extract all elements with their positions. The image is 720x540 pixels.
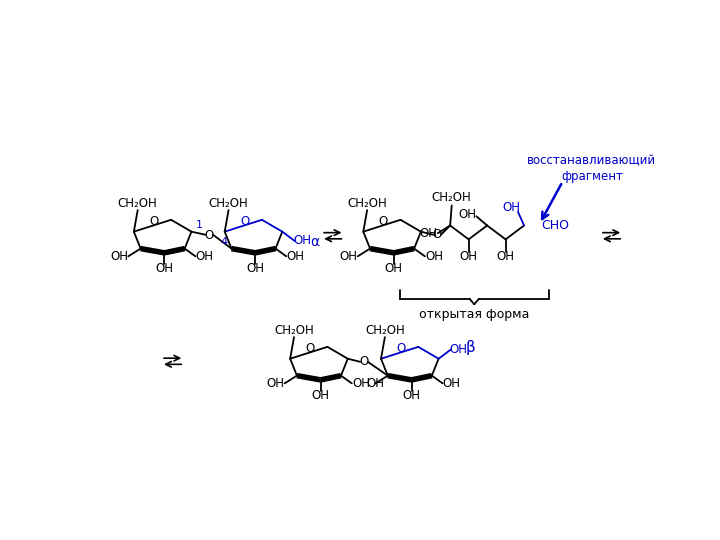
- Text: OH: OH: [246, 262, 264, 275]
- Text: OH: OH: [458, 208, 476, 221]
- Text: O: O: [379, 215, 388, 228]
- Text: OH: OH: [110, 250, 128, 263]
- Text: OH: OH: [449, 343, 467, 356]
- Text: 4: 4: [220, 238, 228, 247]
- Text: O: O: [359, 355, 369, 368]
- Text: открытая форма: открытая форма: [419, 308, 529, 321]
- Text: OH: OH: [443, 377, 461, 390]
- Text: CH₂OH: CH₂OH: [347, 197, 387, 210]
- Text: O: O: [306, 342, 315, 355]
- Text: OH: OH: [402, 389, 420, 402]
- Text: OH: OH: [266, 377, 284, 390]
- Text: CH₂OH: CH₂OH: [432, 191, 472, 204]
- Text: O: O: [433, 228, 441, 241]
- Text: OH: OH: [156, 262, 174, 275]
- Text: OH: OH: [340, 250, 358, 263]
- Text: OH: OH: [459, 250, 477, 263]
- Text: CH₂OH: CH₂OH: [118, 197, 158, 210]
- Text: OH: OH: [366, 377, 384, 390]
- Text: β: β: [466, 340, 476, 355]
- Text: CHO: CHO: [541, 219, 569, 232]
- Text: CH₂OH: CH₂OH: [274, 323, 314, 337]
- Text: OH: OH: [503, 201, 521, 214]
- Text: OH: OH: [384, 262, 402, 275]
- Text: OH: OH: [312, 389, 330, 402]
- Text: O: O: [240, 215, 250, 228]
- Text: OH: OH: [287, 250, 305, 263]
- Text: OH: OH: [420, 227, 438, 240]
- Text: OH: OH: [196, 250, 214, 263]
- Text: OH: OH: [352, 377, 370, 390]
- Text: OH: OH: [497, 250, 515, 263]
- Text: OH: OH: [425, 250, 443, 263]
- Text: O: O: [204, 229, 214, 242]
- Text: O: O: [149, 215, 158, 228]
- Text: 1: 1: [196, 220, 202, 231]
- Text: CH₂OH: CH₂OH: [209, 197, 248, 210]
- Text: восстанавливающий
фрагмент: восстанавливающий фрагмент: [527, 154, 657, 183]
- Text: CH₂OH: CH₂OH: [365, 323, 405, 337]
- Text: α: α: [310, 235, 319, 249]
- Text: O: O: [397, 342, 406, 355]
- Text: OH: OH: [293, 234, 311, 247]
